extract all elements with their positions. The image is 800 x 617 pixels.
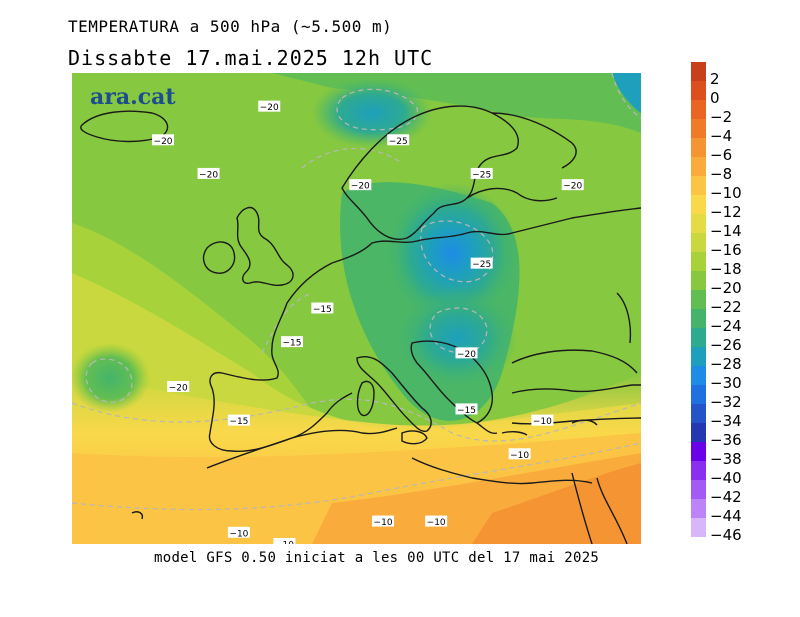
contour-label-text: −20: [351, 182, 370, 192]
legend-label: −26: [710, 336, 742, 354]
contour-labels: −20 −25 −20 −20 −20 −25 −20 −25 −15 −15 −20 −20 −15 −…: [152, 100, 584, 545]
color-legend: [691, 62, 706, 537]
legend-swatch: [691, 214, 706, 233]
legend-label: −20: [710, 279, 742, 297]
legend-swatch: [691, 157, 706, 176]
legend-swatch: [691, 233, 706, 252]
ara-cat-logo: ara.cat: [90, 84, 176, 110]
legend-label: −30: [710, 374, 742, 392]
contour-label-text: −15: [457, 406, 476, 416]
contour-label-text: −10: [275, 541, 294, 545]
contour-label: −10: [372, 515, 395, 528]
legend-label: −42: [710, 488, 742, 506]
contour-label: −10: [531, 414, 554, 427]
contour-label-text: −20: [154, 137, 173, 147]
legend-swatch: [691, 480, 706, 499]
legend-swatch: [691, 119, 706, 138]
contour-label: −20: [455, 347, 478, 360]
legend-swatch: [691, 404, 706, 423]
legend-label: −18: [710, 260, 742, 278]
legend-swatch: [691, 62, 706, 81]
contour-label-text: −10: [427, 518, 446, 528]
contour-label: −10: [227, 526, 250, 539]
legend-label: −10: [710, 184, 742, 202]
legend-label: −16: [710, 241, 742, 259]
contour-label-text: −15: [283, 339, 302, 349]
legend-label: −32: [710, 393, 742, 411]
contour-label-text: −10: [533, 417, 552, 427]
legend-swatch: [691, 309, 706, 328]
contour-label: −15: [455, 403, 478, 416]
legend-label: −12: [710, 203, 742, 221]
contour-label: −20: [152, 134, 175, 147]
contour-label-text: −20: [260, 103, 279, 113]
legend-swatch: [691, 138, 706, 157]
contour-label-text: −10: [374, 518, 393, 528]
contour-label: −20: [258, 100, 281, 113]
legend-swatch: [691, 81, 706, 100]
legend-label: −2: [710, 108, 733, 126]
legend-swatch: [691, 347, 706, 366]
legend-swatch: [691, 195, 706, 214]
legend-swatch: [691, 385, 706, 404]
contour-label-text: −20: [563, 182, 582, 192]
legend-label: 2: [710, 70, 720, 88]
legend-label: −22: [710, 298, 742, 316]
map-title: TEMPERATURA a 500 hPa (~5.500 m): [68, 17, 393, 36]
contour-label: −20: [167, 381, 190, 394]
legend-swatch: [691, 271, 706, 290]
model-run-info: model GFS 0.50 iniciat a les 00 UTC del …: [154, 550, 600, 566]
legend-label: 0: [710, 89, 720, 107]
map-date: Dissabte 17.mai.2025 12h UTC: [68, 46, 434, 70]
contour-label-text: −25: [472, 260, 491, 270]
contour-label: −25: [387, 134, 410, 147]
color-legend-labels: 2 0 −2 −4 −6 −8 −10 −12 −14 −16 −18 −20 −22 −24 −26 −28…: [710, 62, 742, 544]
contour-label-text: −10: [229, 529, 248, 539]
temperature-map: −20 −25 −20 −20 −20 −25 −20 −25 −15 −15 −20 −20 −15 −…: [72, 73, 641, 544]
contour-label-text: −20: [457, 350, 476, 360]
contour-label: −25: [470, 257, 493, 270]
legend-swatch: [691, 328, 706, 347]
legend-label: −14: [710, 222, 742, 240]
legend-label: −36: [710, 431, 742, 449]
legend-label: −44: [710, 507, 742, 525]
legend-label: −28: [710, 355, 742, 373]
contour-label-text: −20: [169, 384, 188, 394]
contour-label-text: −25: [389, 137, 408, 147]
contour-label: −20: [197, 167, 220, 180]
contour-label: −15: [311, 302, 334, 315]
contour-label: −20: [561, 179, 584, 192]
legend-swatch: [691, 423, 706, 442]
legend-label: −4: [710, 127, 733, 145]
legend-label: −40: [710, 469, 742, 487]
legend-swatch: [691, 100, 706, 119]
contour-label: −25: [470, 167, 493, 180]
contour-label: −10: [273, 538, 296, 545]
legend-label: −6: [710, 146, 733, 164]
legend-label: −8: [710, 165, 733, 183]
contour-label-text: −15: [229, 417, 248, 427]
contour-label: −15: [227, 414, 250, 427]
legend-swatch: [691, 252, 706, 271]
legend-swatch: [691, 290, 706, 309]
contour-label-text: −20: [199, 170, 218, 180]
legend-swatch: [691, 461, 706, 480]
legend-label: −46: [710, 526, 742, 544]
legend-swatch: [691, 499, 706, 518]
contour-label-text: −10: [510, 451, 529, 461]
legend-label: −24: [710, 317, 742, 335]
legend-swatch: [691, 442, 706, 461]
legend-swatch: [691, 366, 706, 385]
contour-label: −10: [508, 448, 531, 461]
legend-swatch: [691, 176, 706, 195]
contour-label-text: −25: [472, 170, 491, 180]
contour-label: −10: [425, 515, 448, 528]
legend-label: −38: [710, 450, 742, 468]
legend-label: −34: [710, 412, 742, 430]
legend-swatch: [691, 518, 706, 537]
contour-label: −20: [349, 179, 372, 192]
contour-label-text: −15: [313, 305, 332, 315]
contour-label: −15: [281, 336, 304, 349]
